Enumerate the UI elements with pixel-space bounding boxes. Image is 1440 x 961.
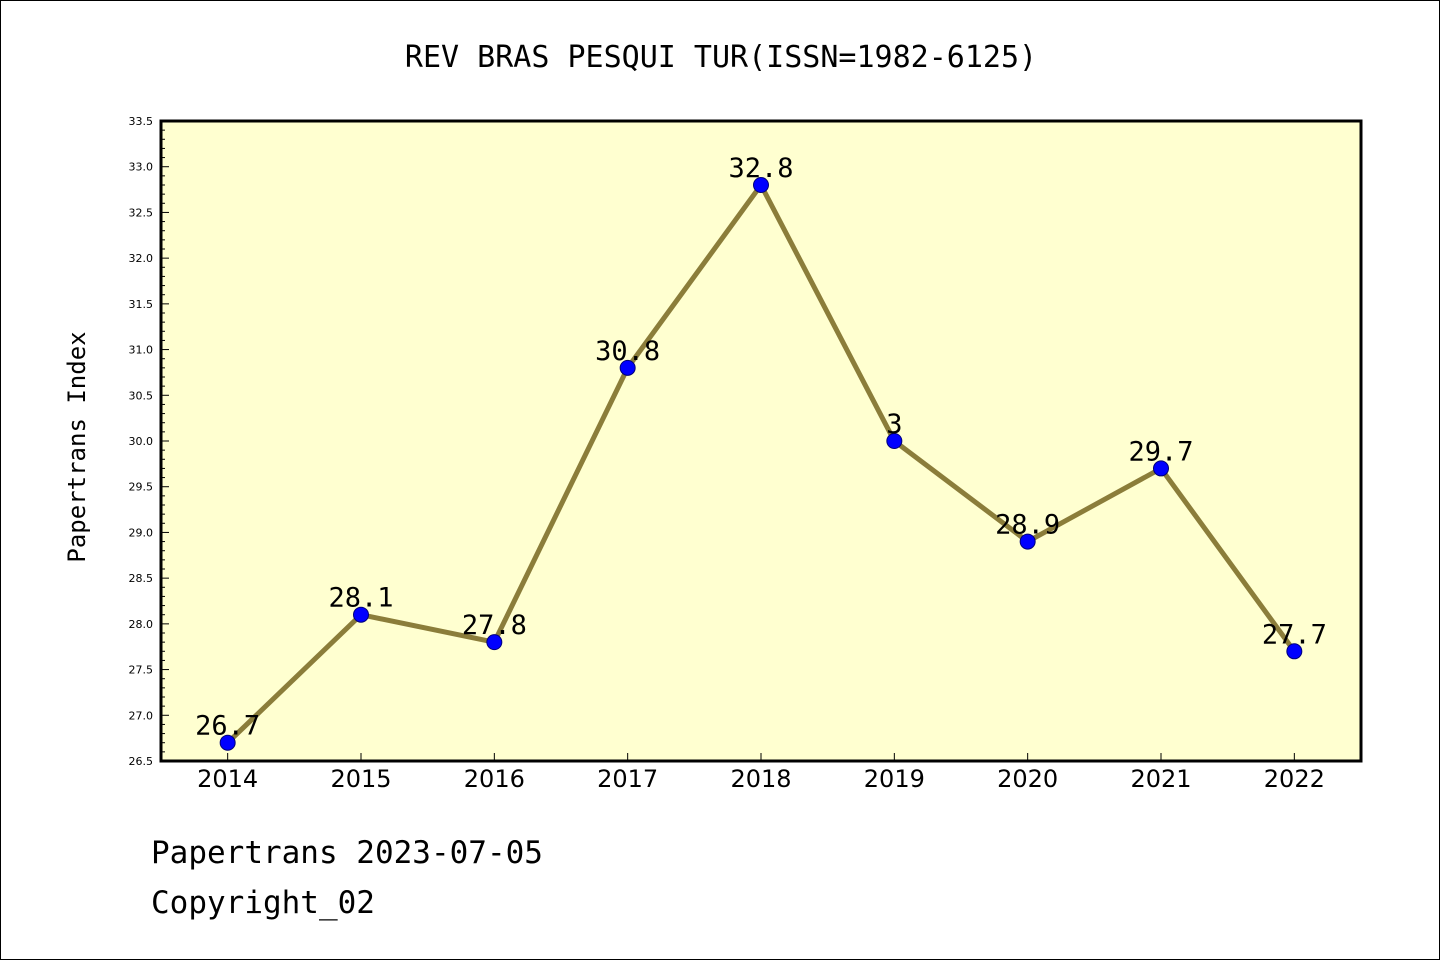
y-tick-label: 27.5: [129, 664, 154, 677]
y-tick-label: 28.5: [129, 572, 154, 585]
x-tick-label: 2016: [464, 765, 525, 793]
y-tick-label: 26.5: [129, 755, 154, 768]
data-label: 27.7: [1262, 619, 1327, 650]
x-tick-label: 2021: [1130, 765, 1191, 793]
y-tick-label: 32.0: [129, 252, 154, 265]
data-point: [1019, 533, 1036, 550]
x-tick-label: 2022: [1264, 765, 1325, 793]
y-tick-label: 32.5: [129, 206, 154, 219]
y-tick-label: 31.5: [129, 298, 154, 311]
data-point: [219, 734, 236, 751]
y-tick-label: 29.0: [129, 526, 154, 539]
x-tick-label: 2020: [997, 765, 1058, 793]
data-label: 32.8: [728, 153, 793, 184]
data-point: [353, 606, 369, 623]
data-label: 27.8: [462, 610, 527, 641]
x-tick-label: 2019: [864, 765, 925, 793]
data-label: 26.7: [195, 711, 260, 742]
footer-copyright-line: Copyright_02: [151, 885, 375, 921]
y-tick-label: 27.0: [129, 709, 154, 722]
footer-source-line: Papertrans 2023-07-05: [151, 835, 543, 871]
x-tick-label: 2014: [197, 765, 258, 793]
chart-title: REV BRAS PESQUI TUR(ISSN=1982-6125): [405, 40, 1037, 75]
y-tick-label: 33.5: [129, 115, 154, 128]
data-label: 3: [886, 409, 902, 440]
y-tick-label: 29.5: [129, 481, 154, 494]
y-tick-label: 31.0: [129, 344, 154, 357]
y-tick-label: 30.0: [129, 435, 154, 448]
x-tick-label: 2018: [730, 765, 791, 793]
data-point: [1286, 643, 1303, 660]
data-point: [619, 359, 636, 376]
x-tick-label: 2017: [597, 765, 658, 793]
x-axis-ticks: 2014 2015 2016 2017 2018 2019 2020 2021 2022: [197, 753, 1325, 793]
data-label: 30.8: [595, 336, 660, 367]
data-point: [1153, 460, 1169, 477]
series-layer: 26.7 28.1 27.8 30.8 32.8 3 28.9 29.7 27.7: [195, 153, 1327, 751]
y-tick-label: 33.0: [129, 161, 154, 174]
y-axis-label: Papertrans Index: [63, 331, 91, 562]
plot-area: [159, 119, 1363, 763]
y-tick-label: 28.0: [129, 618, 154, 631]
data-label: 28.9: [995, 510, 1060, 541]
x-tick-label: 2015: [330, 765, 391, 793]
data-point: [486, 634, 503, 651]
y-axis-ticks: 26.5 27.0 27.5 28.0 28.5 29.0 29.5 30.0 30.5 31.0…: [129, 115, 169, 768]
data-point: [753, 177, 769, 193]
data-point: [886, 433, 903, 449]
data-label: 29.7: [1128, 436, 1193, 467]
data-label: 28.1: [328, 583, 393, 614]
y-tick-label: 30.5: [129, 389, 154, 402]
